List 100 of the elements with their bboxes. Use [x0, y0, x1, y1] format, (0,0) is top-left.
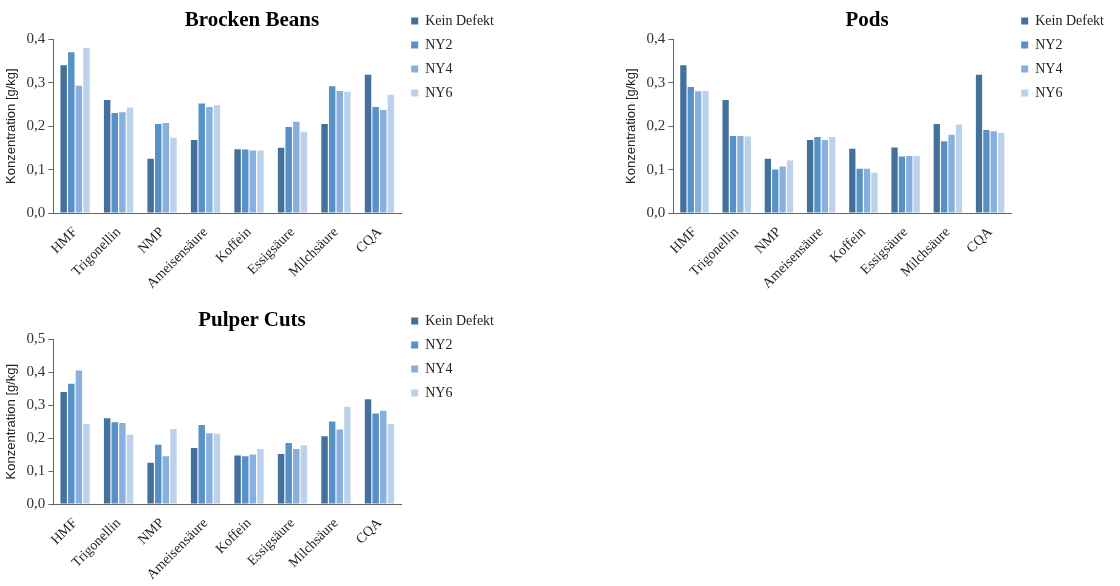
bar	[190, 140, 198, 213]
bar	[257, 150, 264, 213]
y-tick-label: 0,0	[646, 203, 666, 220]
bar	[213, 433, 221, 504]
bar	[990, 131, 997, 213]
bar	[806, 140, 814, 213]
y-tick-label: 0,1	[26, 462, 46, 479]
bar	[147, 462, 154, 504]
legend-label: NY2	[425, 336, 453, 352]
bar	[241, 456, 249, 504]
chart-title: Pods	[845, 7, 889, 32]
bar	[863, 168, 871, 213]
x-tick-label: CQA	[963, 223, 996, 256]
legend-label: NY4	[425, 360, 453, 376]
bar	[60, 391, 67, 504]
bar	[83, 47, 90, 213]
bar	[779, 166, 786, 213]
y-tick-label: 0,4	[26, 30, 46, 47]
bar	[856, 168, 863, 213]
bar	[300, 131, 308, 213]
y-axis-title: Konzentration [g/kg]	[623, 68, 639, 184]
x-tick-label: CQA	[352, 514, 385, 547]
legend-label: NY2	[1035, 36, 1063, 52]
bar	[344, 91, 351, 213]
bar	[364, 74, 372, 213]
bar	[722, 100, 729, 213]
bar	[234, 455, 241, 504]
bar	[198, 424, 205, 504]
bar	[933, 123, 940, 213]
bar	[213, 105, 221, 213]
bar	[387, 94, 395, 213]
legend-label: Kein Defekt	[1035, 12, 1105, 28]
bar	[162, 456, 170, 504]
bar	[744, 136, 751, 213]
bar	[321, 123, 328, 213]
bar	[190, 448, 198, 504]
bar	[293, 448, 300, 504]
bar	[321, 436, 328, 504]
bar	[285, 126, 292, 213]
y-axis-title: Konzentration [g/kg]	[3, 363, 19, 480]
bar	[60, 65, 67, 213]
x-tick-label: CQA	[352, 223, 385, 256]
bar	[83, 423, 90, 504]
bar	[111, 422, 118, 504]
bar	[162, 123, 170, 213]
bar	[829, 136, 836, 213]
legend-label: Kein Defekt	[425, 312, 495, 328]
bar	[983, 130, 990, 213]
bar	[891, 147, 898, 213]
y-tick-label: 0,2	[26, 117, 46, 134]
bar	[300, 445, 308, 504]
bar	[380, 110, 387, 213]
y-tick-label: 0,0	[26, 494, 46, 511]
bar	[814, 136, 821, 213]
bar	[103, 418, 111, 504]
bar	[198, 103, 205, 213]
bar	[975, 74, 983, 213]
bar	[277, 147, 285, 213]
bar	[285, 443, 292, 504]
legend-label: NY6	[1035, 84, 1063, 100]
y-tick-label: 0,4	[646, 30, 666, 47]
bar	[126, 434, 134, 504]
bar	[906, 156, 913, 213]
legend-label: NY6	[425, 84, 453, 100]
bar	[344, 406, 351, 504]
bar	[955, 124, 963, 213]
bar	[695, 91, 702, 213]
bar	[249, 454, 257, 504]
bar	[75, 370, 83, 504]
bar	[336, 90, 344, 213]
bar	[737, 136, 744, 213]
bar	[702, 90, 709, 213]
bar	[364, 399, 372, 504]
legend-label: NY4	[1035, 60, 1063, 76]
bar	[764, 158, 771, 213]
bar	[336, 429, 344, 504]
legend-label: Kein Defekt	[425, 12, 495, 28]
bar	[119, 422, 126, 504]
bar	[241, 149, 249, 213]
bar	[119, 112, 126, 213]
bar	[948, 134, 955, 213]
bar	[147, 158, 154, 213]
bar	[941, 141, 948, 213]
bar	[687, 87, 694, 213]
bar	[821, 140, 828, 213]
bar	[68, 52, 75, 213]
bar	[786, 160, 794, 213]
bar	[234, 149, 241, 213]
legend-label: NY2	[425, 36, 453, 52]
y-tick-label: 0,2	[26, 429, 46, 446]
bar	[372, 107, 379, 213]
bar	[293, 121, 300, 213]
bar	[772, 169, 779, 213]
chart-title: Pulper Cuts	[198, 307, 306, 332]
y-tick-label: 0,0	[26, 203, 46, 220]
bar	[126, 107, 134, 213]
y-tick-label: 0,1	[646, 160, 666, 177]
bar	[998, 133, 1005, 213]
bar	[75, 85, 83, 213]
bar	[871, 172, 878, 213]
